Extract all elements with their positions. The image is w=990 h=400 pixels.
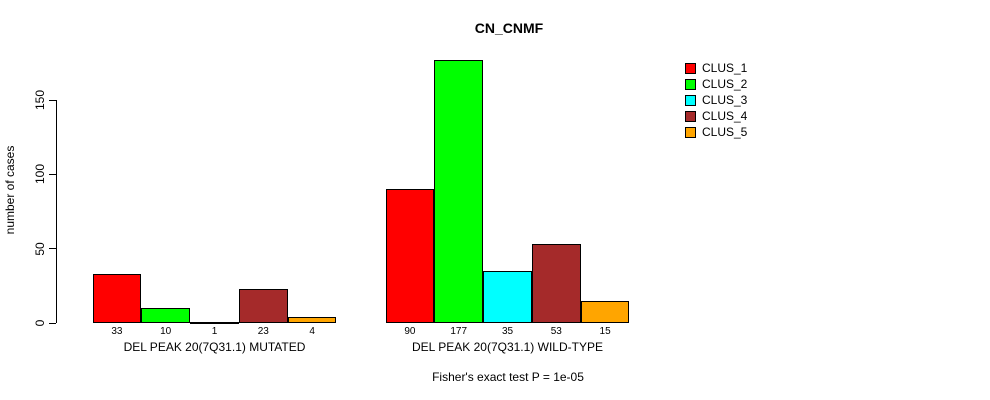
bar-count-label: 177: [450, 326, 468, 337]
bar-count-label: 1: [211, 326, 218, 337]
legend-swatch-clus_4: [685, 110, 696, 122]
x-axis-group-label: DEL PEAK 20(7Q31.1) MUTATED: [123, 340, 306, 354]
legend-swatch-clus_1: [685, 62, 696, 74]
y-tick-label: 0: [33, 319, 47, 327]
y-axis-title: number of cases: [3, 145, 17, 235]
bar-count-label: 53: [550, 326, 562, 337]
legend: CLUS_1 CLUS_2 CLUS_3 CLUS_4 CLUS_5: [685, 60, 747, 140]
bar-clus_3-group1: [190, 321, 239, 324]
y-tick-label: 100: [33, 164, 47, 185]
legend-swatch-clus_3: [685, 94, 696, 106]
bar-count-label: 23: [257, 326, 269, 337]
legend-label: CLUS_5: [702, 125, 748, 139]
y-tick-mark: [49, 173, 56, 175]
fisher-test-annotation: Fisher's exact test P = 1e-05: [432, 370, 584, 384]
bar-clus_2-group1: [141, 308, 191, 323]
legend-swatch-clus_2: [685, 78, 696, 90]
legend-label: CLUS_4: [702, 109, 748, 123]
legend-item: CLUS_2: [685, 76, 747, 92]
bar-clus_1-group2: [385, 189, 435, 323]
bar-count-label: 90: [404, 326, 416, 337]
legend-item: CLUS_4: [685, 108, 747, 124]
legend-item: CLUS_1: [685, 60, 747, 76]
y-tick-mark: [49, 248, 56, 250]
chart-title: CN_CNMF: [474, 20, 544, 36]
bar-count-label: 35: [501, 326, 514, 337]
bar-clus_5-group2: [580, 300, 630, 323]
legend-swatch-clus_5: [685, 126, 696, 138]
bar-clus_1-group1: [92, 273, 142, 323]
legend-item: CLUS_3: [685, 92, 747, 108]
bar-clus_3-group2: [483, 270, 532, 323]
y-tick-mark: [49, 322, 56, 324]
legend-label: CLUS_2: [702, 77, 748, 91]
bar-clus_5-group1: [287, 317, 337, 323]
legend-label: CLUS_1: [702, 61, 748, 75]
bar-clus_4-group1: [238, 288, 288, 323]
bar-count-label: 4: [309, 326, 315, 337]
x-axis-group-label: DEL PEAK 20(7Q31.1) WILD-TYPE: [412, 340, 603, 354]
bar-clus_4-group2: [531, 244, 581, 323]
bar-count-label: 10: [160, 326, 172, 337]
legend-item: CLUS_5: [685, 124, 747, 140]
bar-count-label: 33: [111, 326, 123, 337]
legend-label: CLUS_3: [702, 93, 748, 107]
bar-count-label: 15: [599, 326, 611, 337]
y-tick-mark: [49, 99, 56, 101]
y-axis-line: [56, 100, 57, 323]
y-tick-label: 50: [33, 241, 47, 256]
y-tick-label: 150: [33, 89, 47, 111]
bar-clus_2-group2: [434, 59, 484, 323]
